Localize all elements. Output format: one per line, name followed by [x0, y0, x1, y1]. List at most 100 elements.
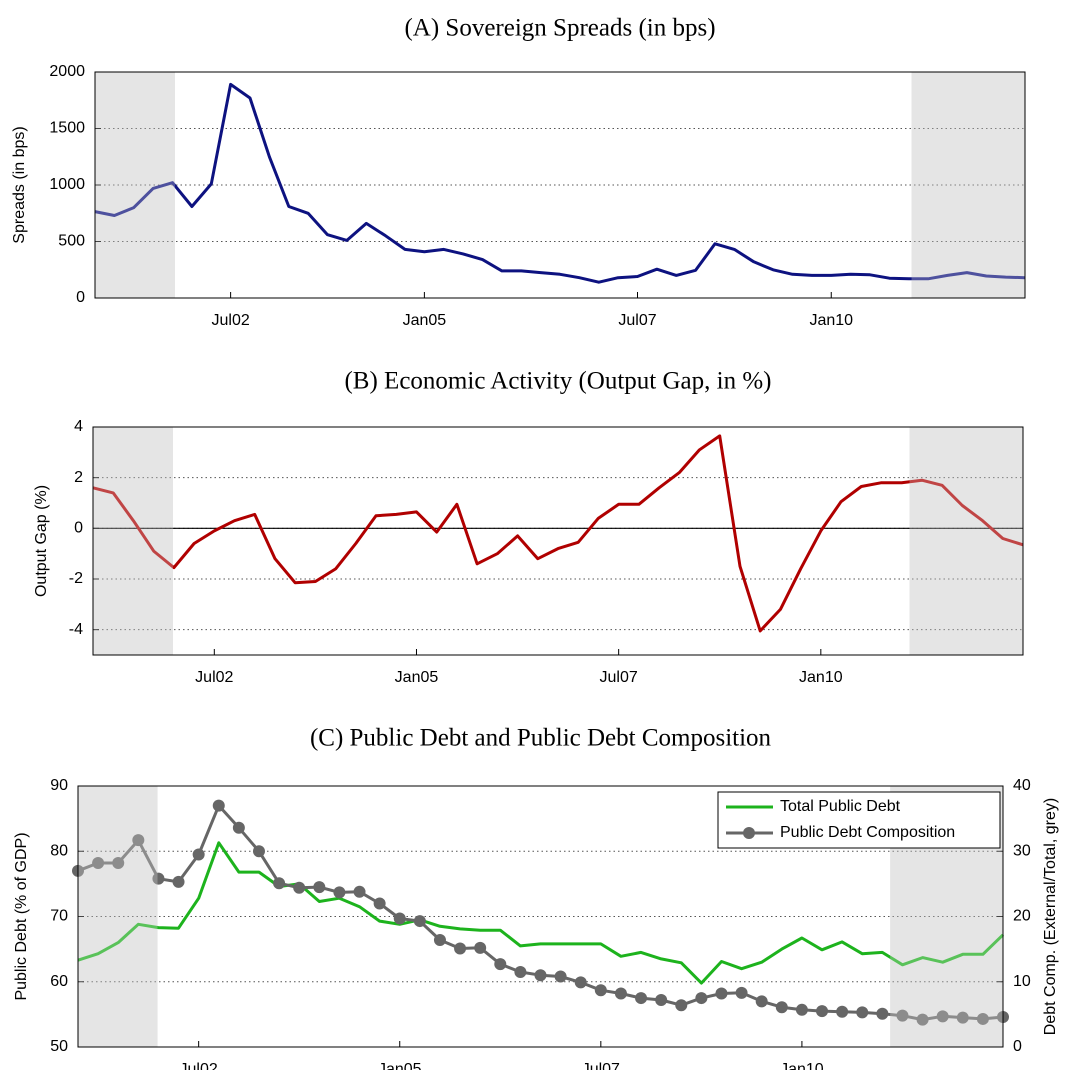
series-marker: [92, 856, 105, 869]
series-marker: [413, 915, 426, 928]
series-marker: [574, 976, 587, 989]
series-marker: [836, 1005, 849, 1018]
series-marker: [494, 958, 507, 971]
shaded-overlay: [95, 72, 175, 298]
x-tick-label: Jul07: [600, 669, 638, 686]
series-marker: [856, 1006, 869, 1019]
x-tick-label: Jan05: [378, 1061, 422, 1070]
y2-axis-label: Debt Comp. (External/Total, grey): [1042, 798, 1059, 1035]
y-axis-label: Output Gap (%): [33, 485, 50, 597]
y-tick-label: 0: [74, 520, 83, 537]
series-marker: [876, 1007, 889, 1020]
legend-marker: [743, 827, 755, 839]
series-marker: [554, 970, 567, 983]
series-marker: [594, 984, 607, 997]
series-marker: [896, 1009, 909, 1022]
shaded-overlay: [78, 786, 158, 1047]
series-marker: [695, 992, 708, 1005]
series-marker: [715, 987, 728, 1000]
series-marker: [755, 995, 768, 1008]
series-marker: [373, 897, 386, 910]
series-marker: [816, 1005, 829, 1018]
series-marker: [474, 941, 487, 954]
chart-title: (C) Public Debt and Public Debt Composit…: [310, 725, 772, 752]
series-line: [92, 434, 1024, 633]
y-axis-label: Spreads (in bps): [11, 126, 28, 243]
y2-tick-label: 0: [1013, 1038, 1022, 1055]
legend-box: [717, 791, 1001, 849]
y-tick-label: -2: [69, 570, 83, 587]
series-marker: [273, 877, 286, 890]
series-marker: [936, 1010, 949, 1023]
series-marker: [795, 1003, 808, 1016]
y-tick-label: 1000: [49, 176, 85, 193]
legend-label: Public Debt Composition: [780, 824, 955, 841]
shaded-overlay: [911, 72, 1025, 298]
y-tick-label: 60: [50, 973, 68, 990]
y2-tick-label: 40: [1013, 777, 1031, 794]
y-tick-label: 0: [76, 289, 85, 306]
shaded-period: [909, 427, 1023, 655]
x-tick-label: Jul02: [180, 1061, 218, 1070]
series-marker: [393, 912, 406, 925]
y-tick-label: 4: [74, 418, 83, 435]
y-tick-label: 2000: [49, 63, 85, 80]
series-marker: [112, 856, 125, 869]
y-axis-label: Public Debt (% of GDP): [13, 832, 30, 1000]
y-tick-label: 1500: [49, 120, 85, 137]
x-tick-label: Jul07: [582, 1061, 620, 1070]
series-marker: [675, 999, 688, 1012]
series-marker: [132, 834, 145, 847]
series-marker: [976, 1012, 989, 1025]
y-tick-label: 2: [74, 469, 83, 486]
series-marker: [514, 965, 527, 978]
series-marker: [313, 881, 326, 894]
chart-title: (B) Economic Activity (Output Gap, in %): [344, 368, 771, 395]
series-marker: [152, 872, 165, 885]
series-line: [94, 82, 1026, 284]
series-marker: [252, 845, 265, 858]
y-tick-label: 50: [50, 1038, 68, 1055]
y2-tick-label: 10: [1013, 973, 1031, 990]
series-marker: [916, 1013, 929, 1026]
series-marker: [212, 799, 225, 812]
plot-frame: [77, 785, 1004, 1048]
series-marker: [635, 992, 648, 1005]
y-tick-label: 500: [58, 233, 85, 250]
series-marker: [534, 969, 547, 982]
series-marker: [192, 848, 205, 861]
shaded-overlay: [93, 427, 173, 655]
series-marker: [454, 942, 467, 955]
series-marker: [333, 886, 346, 899]
series-marker: [614, 987, 627, 1000]
series-marker: [956, 1011, 969, 1024]
series-marker: [293, 881, 306, 894]
series-line: [77, 841, 1005, 985]
plot-frame: [92, 426, 1024, 656]
x-tick-label: Jan05: [395, 669, 439, 686]
x-tick-label: Jan10: [780, 1061, 824, 1070]
series-marker: [775, 1001, 788, 1014]
legend-label: Total Public Debt: [780, 798, 901, 815]
x-tick-label: Jul02: [212, 312, 250, 329]
chart-title: (A) Sovereign Spreads (in bps): [404, 15, 715, 42]
y-tick-label: 90: [50, 777, 68, 794]
series-marker: [433, 933, 446, 946]
shaded-period: [78, 786, 158, 1047]
y2-tick-label: 20: [1013, 908, 1031, 925]
plot-frame: [94, 71, 1026, 299]
x-tick-label: Jan10: [799, 669, 843, 686]
x-tick-label: Jul02: [195, 669, 233, 686]
shaded-overlay: [909, 427, 1023, 655]
y-tick-label: -4: [69, 621, 83, 638]
y2-tick-label: 30: [1013, 842, 1031, 859]
y-tick-label: 70: [50, 908, 68, 925]
shaded-period: [93, 427, 173, 655]
series-marker: [232, 821, 245, 834]
series-marker: [655, 994, 668, 1007]
x-tick-label: Jan05: [403, 312, 447, 329]
y-tick-label: 80: [50, 842, 68, 859]
x-tick-label: Jul07: [618, 312, 656, 329]
x-tick-label: Jan10: [809, 312, 853, 329]
